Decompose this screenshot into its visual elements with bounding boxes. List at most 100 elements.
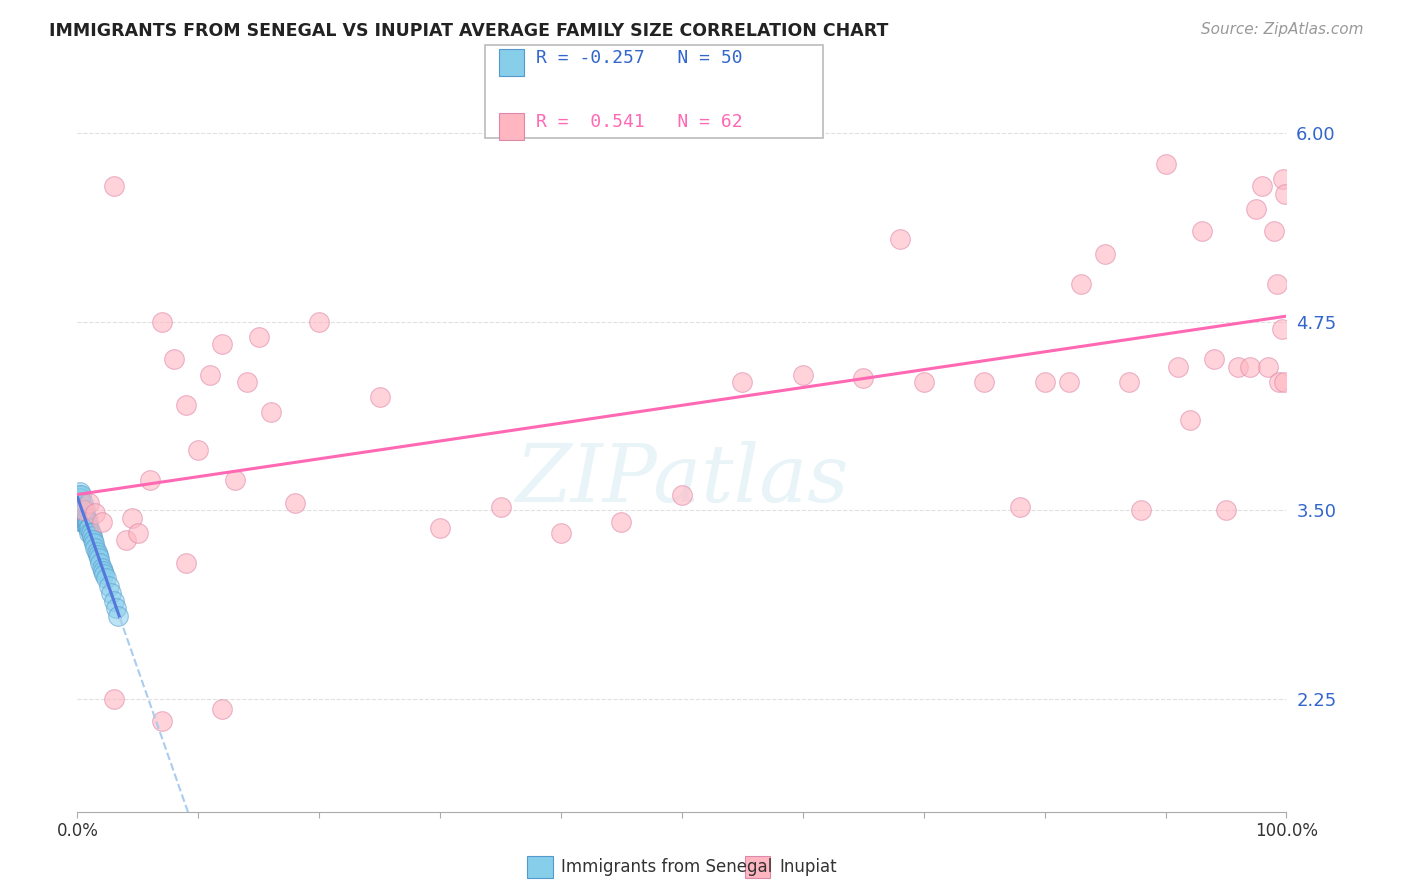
Point	[1274, 186, 1296, 201]
Point	[139, 473, 162, 487]
Point	[84, 541, 107, 555]
Point	[69, 500, 91, 515]
Point	[889, 232, 911, 246]
Point	[792, 368, 814, 382]
Point	[174, 398, 197, 412]
Point	[1272, 375, 1295, 389]
Point	[70, 496, 93, 510]
Text: IMMIGRANTS FROM SENEGAL VS INUPIAT AVERAGE FAMILY SIZE CORRELATION CHART: IMMIGRANTS FROM SENEGAL VS INUPIAT AVERA…	[49, 22, 889, 40]
Point	[610, 516, 633, 530]
Point	[70, 512, 93, 526]
Point	[72, 506, 94, 520]
Point	[70, 509, 93, 524]
Point	[1271, 171, 1294, 186]
Point	[72, 503, 94, 517]
Point	[103, 691, 125, 706]
Point	[72, 503, 94, 517]
Point	[1010, 500, 1032, 515]
Point	[69, 491, 91, 505]
Point	[1246, 202, 1268, 216]
Point	[82, 533, 104, 548]
Point	[121, 510, 143, 524]
Point	[77, 516, 100, 530]
Point	[368, 390, 391, 404]
Point	[67, 488, 90, 502]
Text: Source: ZipAtlas.com: Source: ZipAtlas.com	[1201, 22, 1364, 37]
Point	[429, 521, 451, 535]
Point	[72, 516, 94, 530]
Point	[73, 509, 96, 524]
Point	[731, 375, 754, 389]
Point	[67, 496, 90, 510]
Point	[90, 516, 112, 530]
Point	[69, 506, 91, 520]
Text: ZIPatlas: ZIPatlas	[515, 442, 849, 519]
Point	[73, 512, 96, 526]
Point	[83, 536, 105, 550]
Point	[1057, 375, 1080, 389]
Point	[1178, 413, 1201, 427]
Point	[150, 315, 173, 329]
Point	[1118, 375, 1140, 389]
Point	[1268, 375, 1291, 389]
Point	[973, 375, 995, 389]
Point	[211, 337, 233, 351]
Point	[107, 608, 129, 623]
Point	[284, 496, 307, 510]
Point	[80, 529, 103, 543]
Point	[211, 702, 233, 716]
Point	[1271, 322, 1294, 336]
Point	[91, 564, 114, 578]
Point	[224, 473, 246, 487]
Point	[1202, 352, 1225, 367]
Point	[72, 512, 94, 526]
Point	[87, 549, 110, 563]
Point	[79, 521, 101, 535]
Point	[100, 586, 122, 600]
Point	[1070, 277, 1092, 291]
Point	[75, 510, 97, 524]
Point	[489, 500, 512, 515]
Point	[1239, 359, 1261, 374]
Point	[235, 375, 257, 389]
Point	[1263, 224, 1285, 238]
Point	[247, 330, 270, 344]
Point	[70, 488, 93, 502]
Point	[1167, 359, 1189, 374]
Text: Immigrants from Senegal: Immigrants from Senegal	[561, 858, 772, 876]
Point	[86, 545, 108, 559]
Text: Inupiat: Inupiat	[779, 858, 837, 876]
Point	[187, 442, 209, 457]
Point	[89, 556, 111, 570]
Point	[93, 566, 115, 581]
Point	[200, 368, 222, 382]
Point	[1215, 503, 1237, 517]
Point	[76, 518, 98, 533]
Point	[1265, 277, 1288, 291]
Point	[1191, 224, 1213, 238]
Point	[76, 512, 98, 526]
Point	[97, 579, 120, 593]
Point	[174, 556, 197, 570]
Point	[79, 496, 101, 510]
Point	[96, 571, 118, 585]
Point	[671, 488, 693, 502]
Point	[103, 179, 125, 194]
Point	[912, 375, 935, 389]
Point	[1033, 375, 1056, 389]
Point	[1227, 359, 1250, 374]
Point	[1251, 179, 1274, 194]
Point	[127, 525, 149, 540]
Point	[852, 370, 875, 384]
Point	[70, 500, 93, 515]
Point	[70, 503, 93, 517]
Point	[550, 525, 572, 540]
Point	[1257, 359, 1279, 374]
Point	[67, 503, 90, 517]
Point	[103, 593, 125, 607]
Point	[308, 315, 330, 329]
Point	[69, 485, 91, 500]
Point	[1094, 247, 1116, 261]
Point	[70, 506, 93, 520]
Point	[260, 405, 283, 419]
